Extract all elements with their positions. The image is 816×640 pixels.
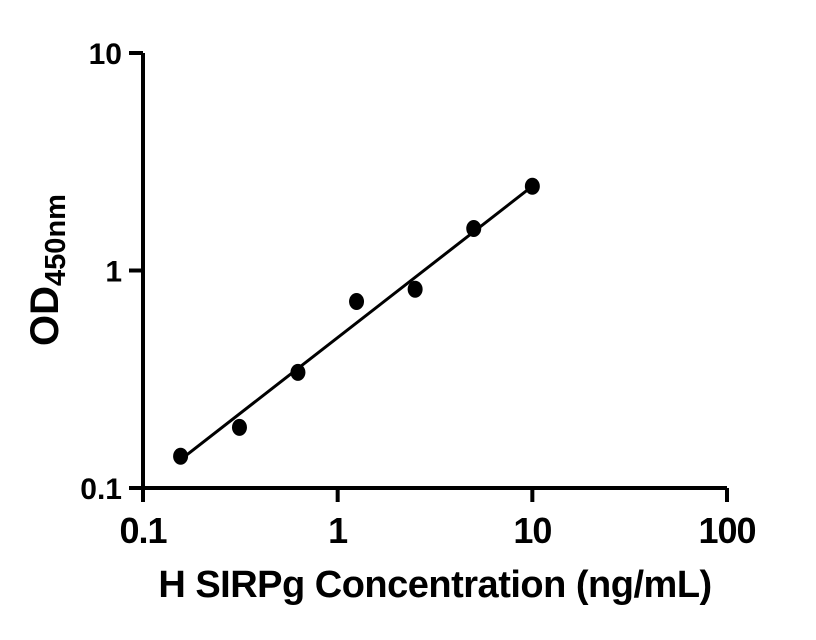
y-tick-label: 10 (89, 38, 122, 71)
y-axis-title-text: OD450nm (23, 194, 73, 346)
data-point (290, 363, 306, 381)
y-tick-label: 1 (105, 256, 122, 289)
data-point (407, 280, 423, 298)
x-tick-label: 1 (328, 510, 348, 551)
y-tick-label: 0.1 (80, 473, 122, 506)
x-tick-label: 10 (513, 510, 551, 551)
y-axis-title-subscript: 450nm (40, 194, 73, 286)
y-axis-title-main: OD (23, 285, 68, 346)
x-tick-label: 100 (698, 510, 755, 551)
y-axis-title: OD450nm (0, 160, 108, 380)
data-point (349, 293, 365, 311)
data-point (524, 177, 540, 195)
data-point (231, 418, 247, 436)
data-point (466, 219, 482, 237)
x-axis-title: H SIRPg Concentration (ng/mL) (158, 564, 712, 606)
x-tick-label: 0.1 (119, 510, 167, 551)
data-point (173, 447, 189, 465)
